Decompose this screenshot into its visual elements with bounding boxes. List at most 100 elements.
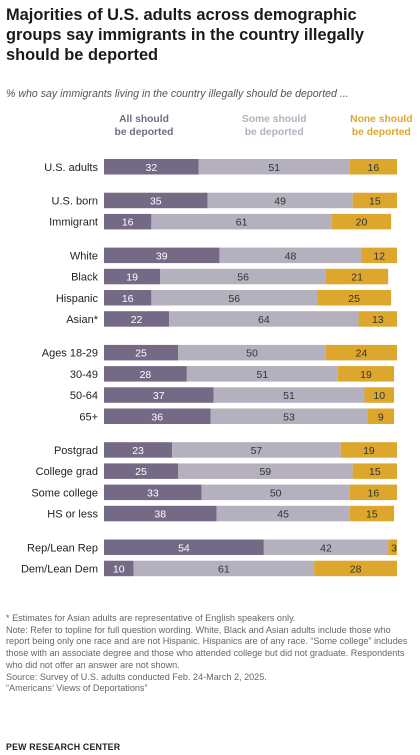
data-label-asian-none-should-be-deported: 13 [372,314,384,326]
data-label-50-64-some-should-be-deported: 51 [283,390,295,402]
data-label-u-s-adults-none-should-be-deported: 16 [368,162,380,174]
chart-subtitle: % who say immigrants living in the count… [6,88,349,100]
row-label-dem-lean-dem: Dem/Lean Dem [21,563,98,575]
data-label-postgrad-none-should-be-deported: 19 [363,445,375,457]
bar-segment-white-none-should-be-deported [361,247,398,264]
bar-segment-black-none-should-be-deported [326,268,389,285]
data-label-immigrant-none-should-be-deported: 20 [356,217,368,229]
row-label-u-s-born: U.S. born [52,195,98,207]
bar-segment-postgrad-some-should-be-deported [172,442,341,458]
bar-segment-u-s-adults-none-should-be-deported [349,159,398,175]
bar-segment-dem-lean-dem-none-should-be-deported [314,560,398,577]
bar-segment-rep-lean-rep-some-should-be-deported [263,539,389,555]
legend-none-should-be-deported: None should be deported [350,114,412,138]
bar-segment-college-grad-all-should-be-deported [104,463,178,479]
bar-segment-hispanic-none-should-be-deported [317,290,392,306]
data-label-30-49-all-should-be-deported: 28 [140,369,152,381]
bar-segment-hs-or-less-all-should-be-deported [104,505,217,522]
data-label-u-s-adults-some-should-be-deported: 51 [268,162,280,174]
bar-segment-u-s-born-all-should-be-deported [104,192,208,209]
data-label-rep-lean-rep-all-should-be-deported: 54 [178,542,190,554]
row-label-u-s-adults: U.S. adults [44,162,98,174]
bar-segment-immigrant-some-should-be-deported [151,213,332,230]
bar-segment-ages-18-29-some-should-be-deported [178,344,326,361]
data-label-some-college-none-should-be-deported: 16 [368,487,380,499]
data-label-hispanic-all-should-be-deported: 16 [122,293,134,305]
data-label-white-all-should-be-deported: 39 [156,250,168,262]
bar-segment-white-some-should-be-deported [219,247,362,264]
bar-segment-rep-lean-rep-all-should-be-deported [104,539,264,555]
asterisk-note: * Estimates for Asian adults are represe… [6,613,296,623]
row-label-college-grad: College grad [36,466,98,478]
data-label-dem-lean-dem-none-should-be-deported: 28 [350,563,362,575]
row-label-hs-or-less: HS or less [47,509,98,521]
bar-segment-black-all-should-be-deported [104,268,161,285]
bar-segment-immigrant-none-should-be-deported [331,213,392,230]
bar-segment-ages-18-29-none-should-be-deported [326,344,398,361]
data-label-hs-or-less-some-should-be-deported: 45 [277,509,289,521]
report-title-note: “Americans’ Views of Deportations” [6,683,148,694]
data-label-u-s-born-all-should-be-deported: 35 [150,195,162,207]
bar-segment-college-grad-none-should-be-deported [352,463,398,479]
bar-segment-college-grad-some-should-be-deported [178,463,353,479]
data-label-college-grad-some-should-be-deported: 59 [259,466,271,478]
chart-notes: * Estimates for Asian adults are represe… [6,613,414,695]
row-label-white: White [70,250,98,262]
bar-segment-asian-all-should-be-deported [104,311,170,327]
row-label-65: 65+ [79,411,98,423]
data-label-u-s-born-none-should-be-deported: 15 [369,195,381,207]
data-label-50-64-all-should-be-deported: 37 [153,390,165,402]
data-label-65-some-should-be-deported: 53 [283,411,295,423]
data-label-college-grad-all-should-be-deported: 25 [135,466,147,478]
data-label-black-some-should-be-deported: 56 [237,272,249,284]
data-label-postgrad-all-should-be-deported: 23 [132,445,144,457]
data-label-asian-some-should-be-deported: 64 [258,314,270,326]
data-label-u-s-adults-all-should-be-deported: 32 [146,162,158,174]
data-label-50-64-none-should-be-deported: 10 [373,390,385,402]
bar-segment-50-64-all-should-be-deported [104,387,214,403]
bar-segment-ages-18-29-all-should-be-deported [104,344,178,361]
legend-all-should-be-deported: All should be deported [115,114,174,138]
bar-segment-dem-lean-dem-some-should-be-deported [133,560,315,577]
data-label-some-college-some-should-be-deported: 50 [270,487,282,499]
data-label-u-s-born-some-should-be-deported: 49 [274,195,286,207]
row-label-asian: Asian* [66,314,99,326]
bar-segment-65-all-should-be-deported [104,408,211,424]
bar-segment-asian-none-should-be-deported [358,311,398,327]
bar-segment-65-none-should-be-deported [367,408,395,424]
legend-some-should-be-deported: Some should be deported [242,114,307,138]
data-label-hispanic-none-should-be-deported: 25 [348,293,360,305]
bar-segment-postgrad-all-should-be-deported [104,442,173,458]
bar-segment-50-64-none-should-be-deported [364,387,395,403]
bar-segment-hispanic-all-should-be-deported [104,290,152,306]
bar-segment-30-49-some-should-be-deported [186,366,338,382]
bar-segment-immigrant-all-should-be-deported [104,213,152,230]
bar-segment-u-s-adults-all-should-be-deported [104,159,199,175]
data-label-dem-lean-dem-all-should-be-deported: 10 [113,563,125,575]
bar-segment-dem-lean-dem-all-should-be-deported [104,560,134,577]
bar-segment-black-some-should-be-deported [160,268,326,285]
bar-segment-some-college-none-should-be-deported [349,484,398,501]
row-label-rep-lean-rep: Rep/Lean Rep [27,542,98,554]
data-label-rep-lean-rep-some-should-be-deported: 42 [320,542,332,554]
data-label-white-some-should-be-deported: 48 [285,250,297,262]
data-label-hs-or-less-all-should-be-deported: 38 [154,509,166,521]
bar-segment-50-64-some-should-be-deported [213,387,365,403]
data-label-immigrant-some-should-be-deported: 61 [236,217,248,229]
bar-segment-30-49-all-should-be-deported [104,366,187,382]
data-label-white-none-should-be-deported: 12 [373,250,385,262]
data-label-hs-or-less-none-should-be-deported: 15 [366,509,378,521]
data-label-ages-18-29-none-should-be-deported: 24 [356,348,368,360]
bar-segment-postgrad-none-should-be-deported [340,442,398,458]
data-label-college-grad-none-should-be-deported: 15 [369,466,381,478]
bar-segment-hs-or-less-none-should-be-deported [349,505,395,522]
data-label-30-49-some-should-be-deported: 51 [257,369,269,381]
data-label-black-all-should-be-deported: 19 [126,272,138,284]
bar-segment-65-some-should-be-deported [210,408,368,424]
bar-segment-asian-some-should-be-deported [169,311,359,327]
stacked-bar-chart: All should be deported Some should be depor… [21,114,413,577]
row-label-30-49: 30-49 [70,369,98,381]
row-label-some-college: Some college [31,487,98,499]
row-label-hispanic: Hispanic [56,293,99,305]
bar-segment-30-49-none-should-be-deported [337,366,395,382]
